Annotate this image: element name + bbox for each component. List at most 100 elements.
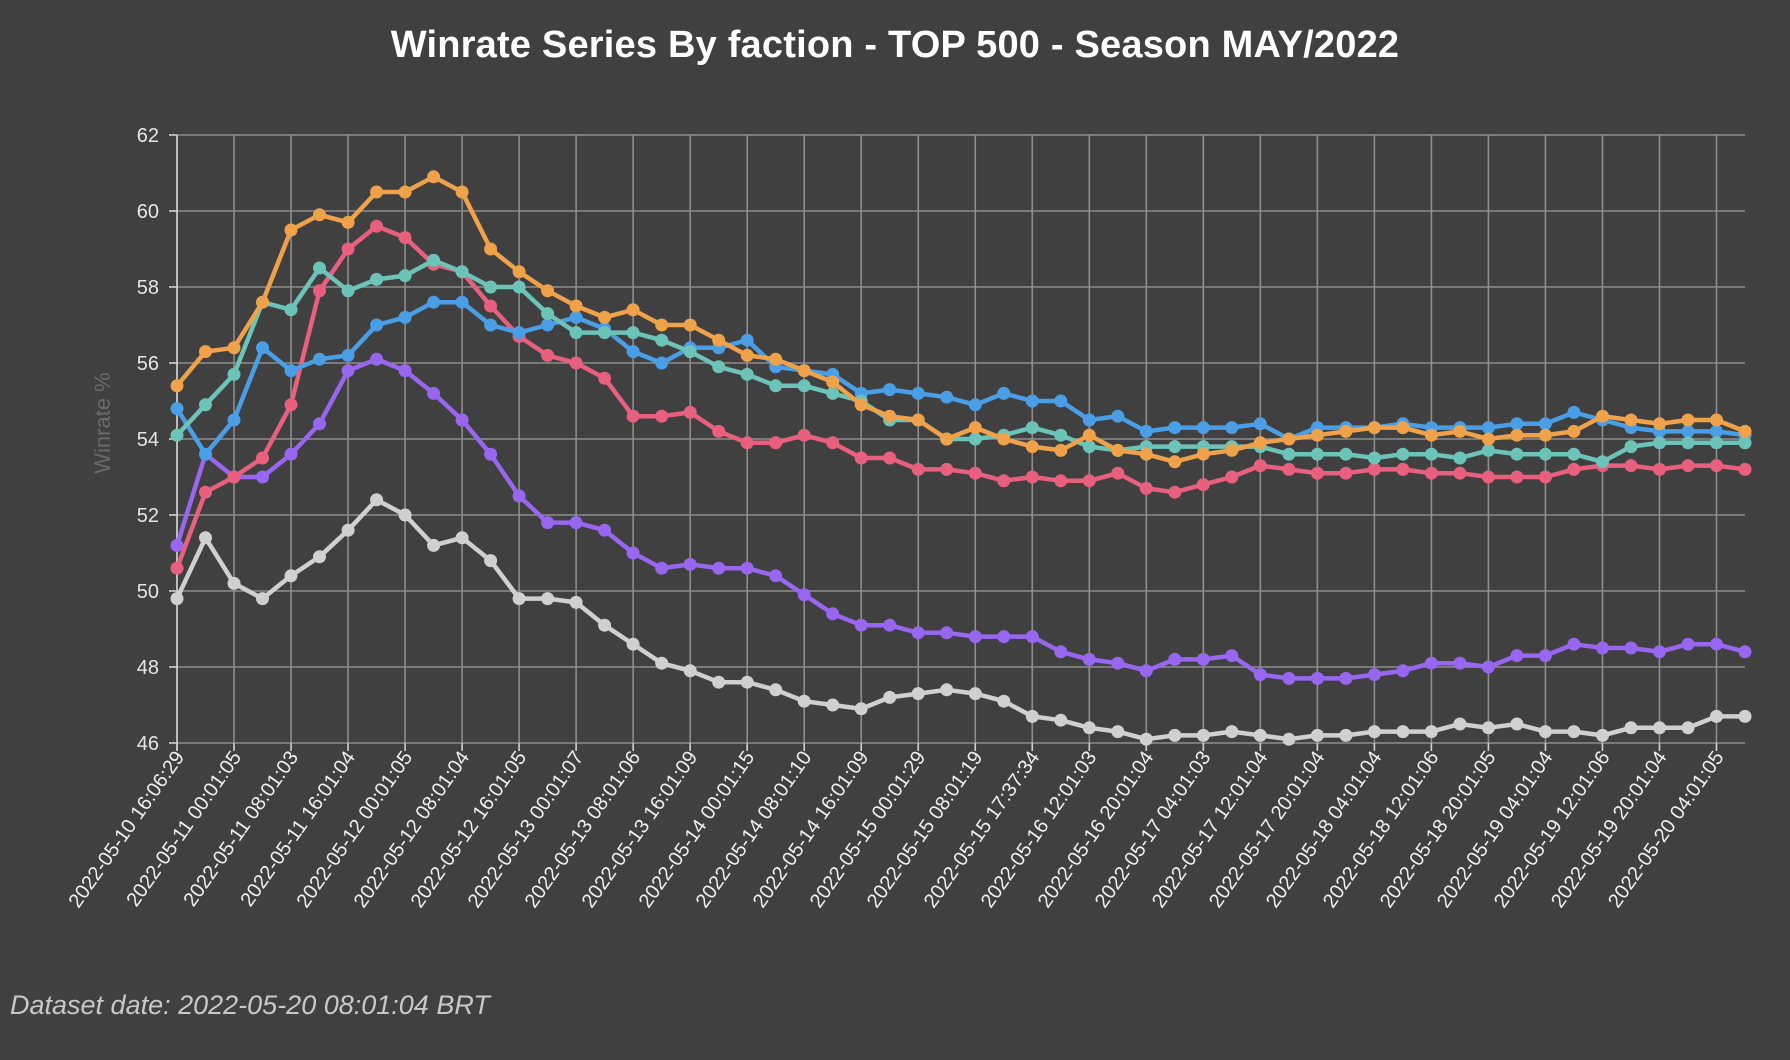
data-point-blue	[484, 319, 497, 332]
data-point-gray	[598, 619, 611, 632]
data-point-orange	[1510, 429, 1523, 442]
data-point-purple	[1567, 638, 1580, 651]
data-point-pink	[1282, 463, 1295, 476]
y-tick-label: 52	[137, 505, 159, 527]
data-point-pink	[1739, 463, 1752, 476]
data-point-gray	[1054, 714, 1067, 727]
data-point-teal	[1625, 440, 1638, 453]
data-point-gray	[313, 550, 326, 563]
data-point-purple	[1453, 657, 1466, 670]
data-point-pink	[855, 452, 868, 465]
data-point-teal	[1282, 448, 1295, 461]
data-point-purple	[1254, 668, 1267, 681]
data-point-gray	[798, 695, 811, 708]
data-point-orange	[1739, 425, 1752, 438]
data-point-purple	[826, 607, 839, 620]
data-point-gray	[741, 676, 754, 689]
data-point-gray	[342, 524, 355, 537]
data-point-pink	[1710, 459, 1723, 472]
data-point-blue	[171, 402, 184, 415]
data-point-gray	[1339, 729, 1352, 742]
data-point-teal	[1596, 455, 1609, 468]
data-point-blue	[1111, 410, 1124, 423]
data-point-orange	[769, 353, 782, 366]
y-tick-label: 48	[137, 657, 159, 679]
data-point-gray	[1111, 725, 1124, 738]
data-point-pink	[598, 372, 611, 385]
data-point-gray	[1453, 718, 1466, 731]
data-point-purple	[456, 414, 469, 427]
data-point-teal	[598, 326, 611, 339]
data-point-purple	[912, 626, 925, 639]
data-point-pink	[1254, 459, 1267, 472]
data-point-purple	[313, 417, 326, 430]
data-point-purple	[741, 562, 754, 575]
data-point-blue	[741, 334, 754, 347]
data-point-purple	[1710, 638, 1723, 651]
data-point-gray	[1596, 729, 1609, 742]
data-point-purple	[883, 619, 896, 632]
data-point-blue	[199, 448, 212, 461]
data-point-blue	[285, 364, 298, 377]
data-point-blue	[370, 319, 383, 332]
data-point-gray	[228, 577, 241, 590]
data-point-gray	[1710, 710, 1723, 723]
data-point-pink	[1311, 467, 1324, 480]
data-point-purple	[342, 364, 355, 377]
data-point-gray	[1539, 725, 1552, 738]
data-point-orange	[199, 345, 212, 358]
data-point-pink	[997, 474, 1010, 487]
data-point-purple	[1596, 642, 1609, 655]
data-point-teal	[1739, 436, 1752, 449]
data-point-pink	[1111, 467, 1124, 480]
data-point-purple	[1311, 672, 1324, 685]
data-point-gray	[1282, 733, 1295, 746]
data-point-teal	[1425, 448, 1438, 461]
data-point-purple	[1197, 653, 1210, 666]
data-point-orange	[684, 319, 697, 332]
data-point-pink	[256, 452, 269, 465]
data-point-orange	[1482, 433, 1495, 446]
data-point-gray	[484, 554, 497, 567]
data-point-pink	[912, 463, 925, 476]
data-point-orange	[256, 296, 269, 309]
data-point-pink	[1396, 463, 1409, 476]
data-point-gray	[997, 695, 1010, 708]
data-point-gray	[826, 699, 839, 712]
data-point-orange	[655, 319, 668, 332]
data-point-teal	[1453, 452, 1466, 465]
data-point-purple	[798, 588, 811, 601]
data-point-teal	[199, 398, 212, 411]
data-point-purple	[684, 558, 697, 571]
data-point-gray	[370, 493, 383, 506]
data-point-teal	[513, 281, 526, 294]
data-point-gray	[769, 683, 782, 696]
data-point-pink	[1197, 478, 1210, 491]
data-point-gray	[1254, 729, 1267, 742]
data-point-purple	[1653, 645, 1666, 658]
dataset-date-footer: Dataset date: 2022-05-20 08:01:04 BRT	[10, 990, 490, 1021]
data-point-gray	[1682, 721, 1695, 734]
data-point-blue	[1140, 425, 1153, 438]
data-point-gray	[171, 592, 184, 605]
data-point-blue	[541, 319, 554, 332]
data-point-purple	[1368, 668, 1381, 681]
data-point-pink	[1140, 482, 1153, 495]
data-point-orange	[741, 349, 754, 362]
data-point-blue	[456, 296, 469, 309]
winrate-line-chart: 4648505254565860622022-05-10 16:06:29202…	[0, 0, 1790, 1060]
data-point-pink	[1425, 467, 1438, 480]
data-point-purple	[1510, 649, 1523, 662]
data-point-orange	[399, 186, 412, 199]
data-point-purple	[855, 619, 868, 632]
data-point-gray	[1368, 725, 1381, 738]
data-point-purple	[1168, 653, 1181, 666]
data-point-orange	[228, 341, 241, 354]
data-point-teal	[627, 326, 640, 339]
data-point-pink	[1453, 467, 1466, 480]
data-point-purple	[1539, 649, 1552, 662]
data-point-purple	[285, 448, 298, 461]
data-point-teal	[370, 273, 383, 286]
data-point-pink	[285, 398, 298, 411]
series-line-purple	[177, 359, 1745, 678]
